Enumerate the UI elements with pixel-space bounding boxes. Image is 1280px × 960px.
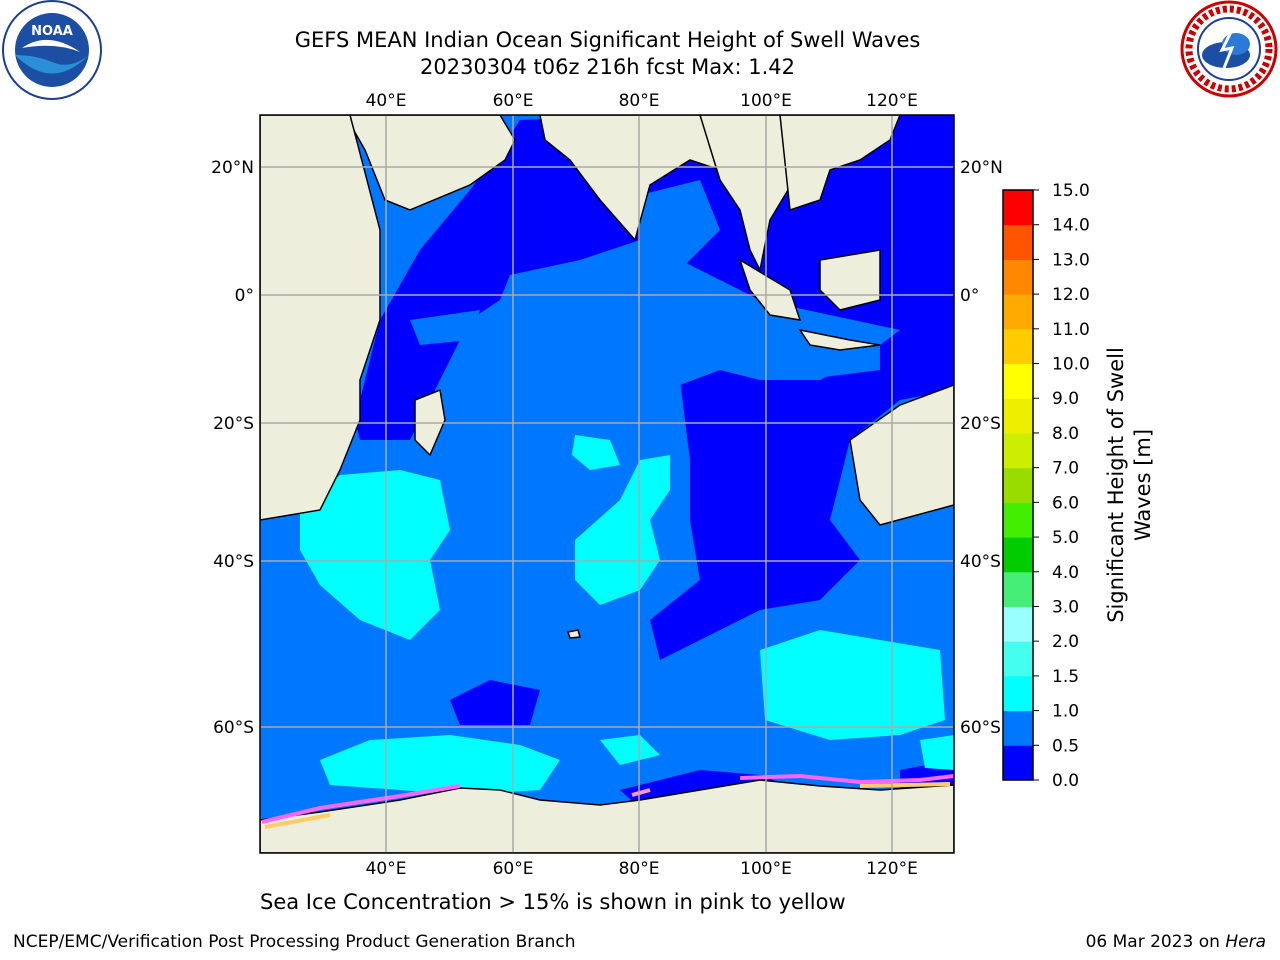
colorbar-swatch — [1003, 537, 1033, 573]
lat-label-right: 60°S — [960, 718, 1001, 738]
moderate-swell-region — [300, 435, 954, 795]
land-mass — [260, 115, 954, 853]
colorbar-tick-label: 7.0 — [1052, 459, 1079, 479]
lat-label-right: 0° — [960, 286, 979, 306]
colorbar-swatch — [1003, 432, 1033, 469]
colorbar-swatch — [1003, 294, 1033, 330]
footer-date-text: 06 Mar 2023 on — [1085, 932, 1226, 952]
lon-label-bottom: 40°E — [366, 859, 407, 879]
colorbar-swatch — [1003, 641, 1033, 677]
colorbar-swatch — [1003, 571, 1033, 607]
colorbar-swatch — [1003, 398, 1033, 434]
colorbar-tick-label: 9.0 — [1052, 389, 1079, 409]
noaa-logo: NOAA — [2, 0, 102, 100]
colorbar-tick-label: 15.0 — [1052, 181, 1090, 201]
colorbar-swatch — [1003, 363, 1033, 399]
sea-ice-band — [261, 773, 954, 829]
lon-label-bottom: 60°E — [493, 859, 534, 879]
chart-subtitle: 20230304 t06z 216h fcst Max: 1.42 — [420, 55, 795, 79]
colorbar-frame — [1002, 189, 1034, 781]
colorbar-swatch — [1003, 606, 1033, 642]
lat-label-right: 40°S — [960, 552, 1001, 572]
colorbar-swatch — [1003, 467, 1033, 503]
colorbar-swatch — [1003, 502, 1033, 538]
colorbar-tick-label: 0.5 — [1052, 736, 1079, 756]
colorbar-tick-label: 3.0 — [1052, 597, 1079, 617]
lon-label-top: 60°E — [493, 91, 534, 111]
chart-title: GEFS MEAN Indian Ocean Significant Heigh… — [294, 28, 921, 52]
sea-ice-caption: Sea Ice Concentration > 15% is shown in … — [260, 890, 846, 914]
colorbar: 0.0 0.5 1.0 1.5 2.0 3.0 4.0 5.0 6.0 7.0 8.0 9.0 10.0… — [1002, 181, 1090, 791]
colorbar-tick-label: 1.0 — [1052, 702, 1079, 722]
colorbar-tick-label: 0.0 — [1052, 771, 1079, 791]
colorbar-tick-label: 1.5 — [1052, 667, 1079, 687]
lat-label-left: 20°S — [213, 414, 254, 434]
colorbar-tick-label: 11.0 — [1052, 320, 1090, 340]
grid-lines — [260, 115, 954, 853]
colorbar-tick-label: 2.0 — [1052, 632, 1079, 652]
lon-label-bottom: 100°E — [740, 859, 792, 879]
footer-date: 06 Mar 2023 on Hera — [1086, 932, 1266, 952]
footer-host: Hera — [1225, 932, 1266, 952]
colorbar-tick-label: 14.0 — [1052, 216, 1090, 236]
colorbar-tick-label: 10.0 — [1052, 355, 1090, 375]
colorbar-tick-label: 6.0 — [1052, 493, 1079, 513]
map-frame — [259, 114, 955, 854]
colorbar-label: Waves [m] — [1131, 429, 1155, 541]
lon-label-top: 120°E — [866, 91, 918, 111]
nws-logo — [1180, 0, 1278, 98]
colorbar-label: Significant Height of Swell — [1104, 347, 1128, 623]
colorbar-tick-label: 13.0 — [1052, 250, 1090, 270]
lat-label-left: 0° — [235, 286, 254, 306]
colorbar-swatch — [1003, 190, 1033, 226]
colorbar-swatch — [1003, 710, 1033, 746]
colorbar-tick-label: 5.0 — [1052, 528, 1079, 548]
colorbar-tick-label: 4.0 — [1052, 563, 1079, 583]
lat-label-right: 20°S — [960, 414, 1001, 434]
lat-label-right: 20°N — [960, 158, 1003, 178]
colorbar-swatch — [1003, 745, 1033, 781]
colorbar-tick-label: 8.0 — [1052, 424, 1079, 444]
lon-label-top: 100°E — [740, 91, 792, 111]
lon-label-bottom: 120°E — [866, 859, 918, 879]
svg-text:NOAA: NOAA — [31, 24, 73, 39]
lat-label-left: 20°N — [211, 158, 254, 178]
colorbar-swatch — [1003, 259, 1033, 295]
colorbar-swatch — [1003, 328, 1033, 365]
lon-label-top: 80°E — [619, 91, 660, 111]
colorbar-tick-label: 12.0 — [1052, 285, 1090, 305]
lon-label-bottom: 80°E — [619, 859, 660, 879]
footer-credit: NCEP/EMC/Verification Post Processing Pr… — [13, 932, 576, 952]
lon-label-top: 40°E — [366, 91, 407, 111]
colorbar-swatch — [1003, 224, 1033, 260]
lat-label-left: 60°S — [213, 718, 254, 738]
colorbar-swatch — [1003, 675, 1033, 712]
lat-label-left: 40°S — [213, 552, 254, 572]
